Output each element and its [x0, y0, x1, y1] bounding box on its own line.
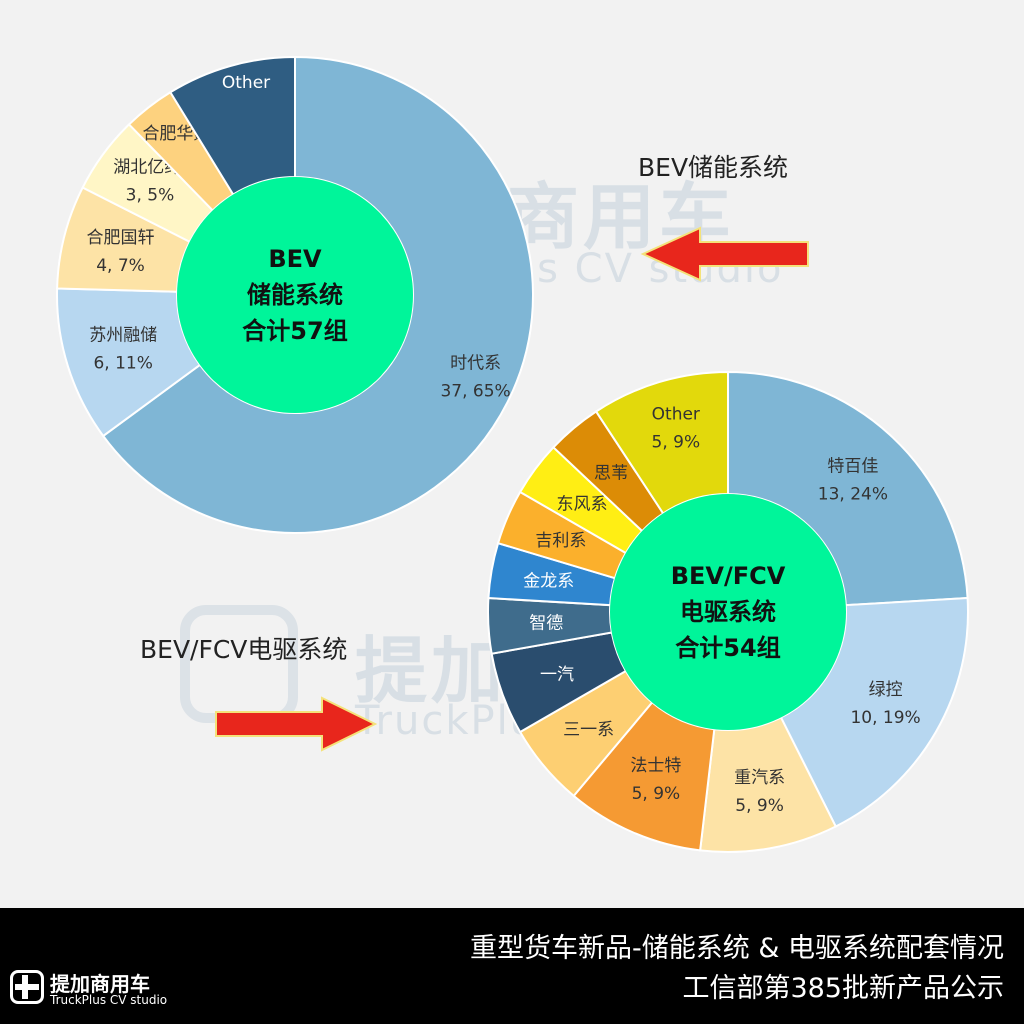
footer-title: 重型货车新品-储能系统 & 电驱系统配套情况: [470, 933, 1004, 964]
slice-label-智德: 智德: [529, 614, 563, 634]
slice-value-特百佳: 13, 24%: [818, 485, 888, 505]
donut-center: [610, 494, 846, 730]
footer-subtitle: 工信部第385批新产品公示: [682, 973, 1004, 1004]
slice-label-时代系: 时代系: [450, 353, 501, 373]
slice-label-苏州融储: 苏州融储: [89, 326, 157, 346]
slice-value-苏州融储: 6, 11%: [93, 354, 152, 374]
slice-label-绿控: 绿控: [869, 680, 903, 700]
slice-label-吉利系: 吉利系: [535, 531, 586, 551]
slice-label-Other: Other: [222, 73, 270, 93]
center-label-line-3: 合计57组: [242, 317, 347, 345]
center-label-line-1: BEV/FCV: [671, 562, 786, 590]
chart-stage: 提加商用车 TruckPlus CV studio 提加商用车 TruckPlu…: [56, 55, 969, 853]
footer-bar: 提加商用车 TruckPlus CV studio 重型货车新品-储能系统 & …: [0, 908, 1024, 1024]
slice-label-法士特: 法士特: [630, 756, 681, 776]
slice-value-绿控: 10, 19%: [850, 708, 920, 728]
brand-name-cn: 提加商用车: [50, 972, 150, 996]
slice-label-重汽系: 重汽系: [734, 768, 785, 788]
fcv-drive-arrow-label: BEV/FCV电驱系统: [140, 635, 348, 664]
slice-label-东风系: 东风系: [557, 494, 608, 514]
slice-label-特百佳: 特百佳: [827, 457, 878, 477]
slice-label-合肥国轩: 合肥国轩: [87, 228, 155, 248]
slice-label-思苇: 思苇: [594, 464, 628, 484]
brand-logo-icon: [10, 970, 44, 1004]
slice-value-Other: 5, 9%: [652, 433, 701, 453]
slice-label-三一系: 三一系: [563, 720, 614, 740]
fcv-drive-donut: 特百佳 13, 24% 绿控 10, 19% 重汽系 5, 9% 法士特 5, 9% 三一系 一汽…: [487, 370, 969, 853]
brand-name-en: TruckPlus CV studio: [50, 993, 168, 1007]
center-label-line-2: 电驱系统: [680, 598, 776, 626]
donut-center: [177, 177, 413, 413]
slice-label-金龙系: 金龙系: [523, 571, 574, 591]
slice-value-合肥国轩: 4, 7%: [96, 256, 145, 276]
slice-value-湖北亿纬: 3, 5%: [126, 185, 175, 205]
slice-label-Other: Other: [652, 405, 700, 425]
slice-value-重汽系: 5, 9%: [735, 796, 784, 816]
slice-value-法士特: 5, 9%: [632, 784, 681, 804]
center-label-line-3: 合计54组: [675, 634, 780, 662]
bev-storage-arrow-label: BEV储能系统: [638, 153, 789, 182]
slice-label-一汽: 一汽: [540, 665, 574, 685]
right-arrow-icon: [215, 696, 378, 752]
center-label-line-1: BEV: [268, 245, 322, 273]
center-label-line-2: 储能系统: [247, 281, 343, 309]
slice-value-时代系: 37, 65%: [440, 381, 510, 401]
left-arrow-icon: [640, 226, 809, 282]
